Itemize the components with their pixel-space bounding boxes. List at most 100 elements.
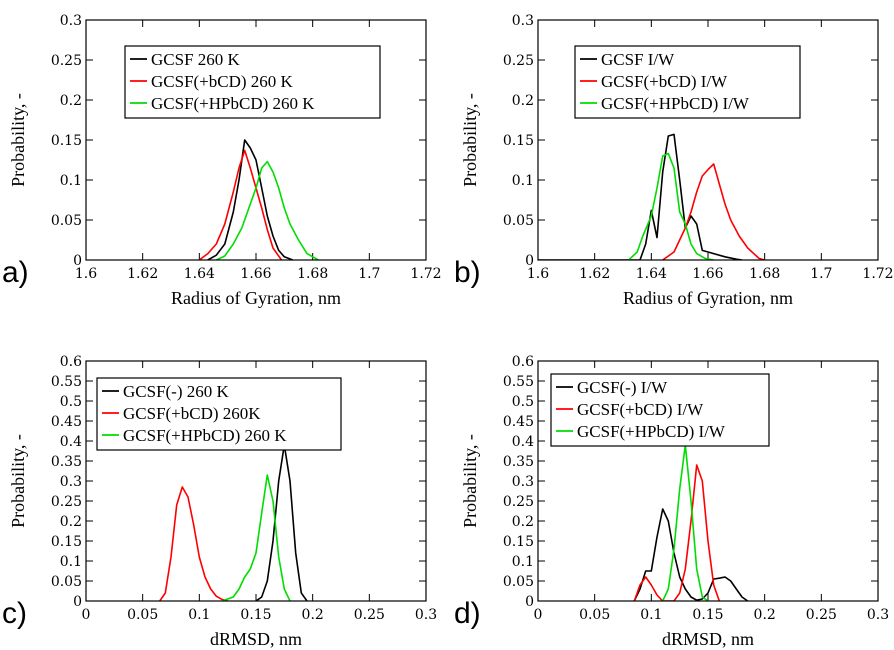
y-tick-label: 0.3 (512, 13, 534, 29)
y-tick-label: 0.1 (60, 554, 82, 570)
x-tick-label: 0.1 (640, 607, 662, 623)
legend-entry-1: GCSF(-) 260 K (123, 382, 230, 401)
x-tick-label: 1.68 (749, 266, 780, 282)
x-tick-label: 1.72 (862, 266, 893, 282)
legend-entry-1: GCSF 260 K (151, 50, 241, 69)
y-tick-label: 0.3 (60, 13, 82, 29)
y-tick-label: 0.1 (60, 173, 82, 189)
x-tick-label: 1.72 (410, 266, 441, 282)
series-line-3 (215, 160, 319, 260)
x-tick-label: 0 (82, 607, 91, 623)
x-axis-label: Radius of Gyration, nm (171, 288, 341, 308)
legend-entry-2: GCSF(+bCD) 260K (123, 404, 261, 423)
y-tick-label: 0.45 (51, 414, 82, 430)
legend-entry-1: GCSF I/W (601, 50, 675, 69)
x-tick-label: 0.15 (692, 607, 723, 623)
x-tick-label: 1.6 (75, 266, 97, 282)
y-tick-label: 0 (73, 253, 82, 269)
y-axis-label: Probability, - (460, 434, 480, 528)
y-tick-label: 0.2 (60, 93, 82, 109)
y-tick-label: 0.6 (512, 354, 534, 370)
x-tick-label: 1.7 (358, 266, 380, 282)
y-tick-label: 0.25 (51, 494, 82, 510)
x-axis-label: dRMSD, nm (662, 629, 754, 649)
chart-panel-a: 1.6 1.62 1.64 1.66 1.68 1.7 1.72 0 0.05 0.1 0.15 0.… (2, 13, 442, 308)
legend-entry-3: GCSF(+HPbCD) 260 K (151, 94, 315, 113)
y-tick-label: 0.35 (51, 454, 82, 470)
y-tick-label: 0.15 (503, 534, 534, 550)
panel-label: a) (2, 256, 29, 289)
plot-frame (85, 19, 427, 261)
y-tick-label: 0.5 (60, 394, 82, 410)
y-axis-label: Probability, - (8, 434, 28, 528)
y-tick-label: 0.4 (512, 434, 534, 450)
panel-label: b) (454, 256, 481, 289)
y-tick-label: 0.1 (512, 173, 534, 189)
y-tick-label: 0.35 (503, 454, 534, 470)
plot-frame (537, 360, 879, 602)
y-tick-label: 0.5 (512, 394, 534, 410)
series-line-2 (159, 486, 228, 601)
legend-entry-2: GCSF(+bCD) I/W (601, 72, 728, 91)
x-axis-label: dRMSD, nm (210, 629, 302, 649)
y-tick-label: 0.25 (503, 53, 534, 69)
legend-box (96, 377, 342, 451)
series-line-1 (255, 444, 308, 601)
x-tick-label: 1.7 (810, 266, 832, 282)
x-tick-label: 0.05 (127, 607, 158, 623)
y-tick-label: 0.15 (503, 133, 534, 149)
x-tick-label: 1.68 (297, 266, 328, 282)
y-tick-label: 0.55 (51, 374, 82, 390)
chart-panel-c: 0 0.05 0.1 0.15 0.2 0.25 0.3 0 0.05 0.1 0.15 0.2 0.2… (2, 354, 437, 649)
legend-box (124, 45, 381, 119)
legend-entry-3: GCSF(+HPbCD) 260 K (123, 426, 287, 445)
x-tick-label: 0.2 (302, 607, 324, 623)
y-tick-label: 0 (525, 253, 534, 269)
x-tick-label: 1.64 (636, 266, 667, 282)
y-tick-label: 0.25 (51, 53, 82, 69)
series-line-1 (207, 139, 294, 260)
x-tick-label: 1.62 (579, 266, 610, 282)
plot-frame (85, 360, 427, 602)
y-tick-label: 0 (73, 594, 82, 610)
panel-label: d) (454, 597, 481, 630)
chart-panel-b: 1.6 1.62 1.64 1.66 1.68 1.7 1.72 0 0.05 0.1 0.15 0.… (454, 13, 894, 308)
y-tick-label: 0.05 (503, 574, 534, 590)
y-axis-label: Probability, - (8, 93, 28, 187)
series-line-2 (662, 163, 765, 260)
x-tick-label: 1.66 (692, 266, 723, 282)
x-tick-label: 0.25 (806, 607, 837, 623)
x-tick-label: 0.1 (188, 607, 210, 623)
y-axis-label: Probability, - (460, 93, 480, 187)
legend-box (574, 45, 801, 119)
y-tick-label: 0.45 (503, 414, 534, 430)
y-tick-label: 0.6 (60, 354, 82, 370)
y-tick-label: 0.4 (60, 434, 82, 450)
y-tick-label: 0.3 (512, 474, 534, 490)
legend-entry-2: GCSF(+bCD) I/W (577, 400, 704, 419)
series-line-2 (633, 464, 721, 601)
series-line-1 (633, 508, 749, 601)
x-tick-label: 0.25 (354, 607, 385, 623)
series-line-3 (661, 444, 709, 601)
y-tick-label: 0.05 (51, 213, 82, 229)
y-tick-label: 0.2 (60, 514, 82, 530)
x-tick-label: 0 (534, 607, 543, 623)
y-tick-label: 0.05 (51, 574, 82, 590)
x-axis-label: Radius of Gyration, nm (623, 288, 793, 308)
y-tick-label: 0.2 (512, 93, 534, 109)
x-tick-label: 0.3 (867, 607, 889, 623)
y-tick-label: 0.3 (60, 474, 82, 490)
series-line-1 (538, 133, 743, 260)
x-tick-label: 0.3 (415, 607, 437, 623)
x-tick-label: 1.66 (240, 266, 271, 282)
panel-label: c) (2, 597, 27, 630)
x-tick-label: 0.15 (240, 607, 271, 623)
x-tick-label: 1.6 (527, 266, 549, 282)
legend-entry-3: GCSF(+HPbCD) I/W (601, 94, 750, 113)
y-tick-label: 0.05 (503, 213, 534, 229)
y-tick-label: 0 (525, 594, 534, 610)
series-line-3 (221, 474, 291, 601)
legend-entry-3: GCSF(+HPbCD) I/W (577, 422, 726, 441)
